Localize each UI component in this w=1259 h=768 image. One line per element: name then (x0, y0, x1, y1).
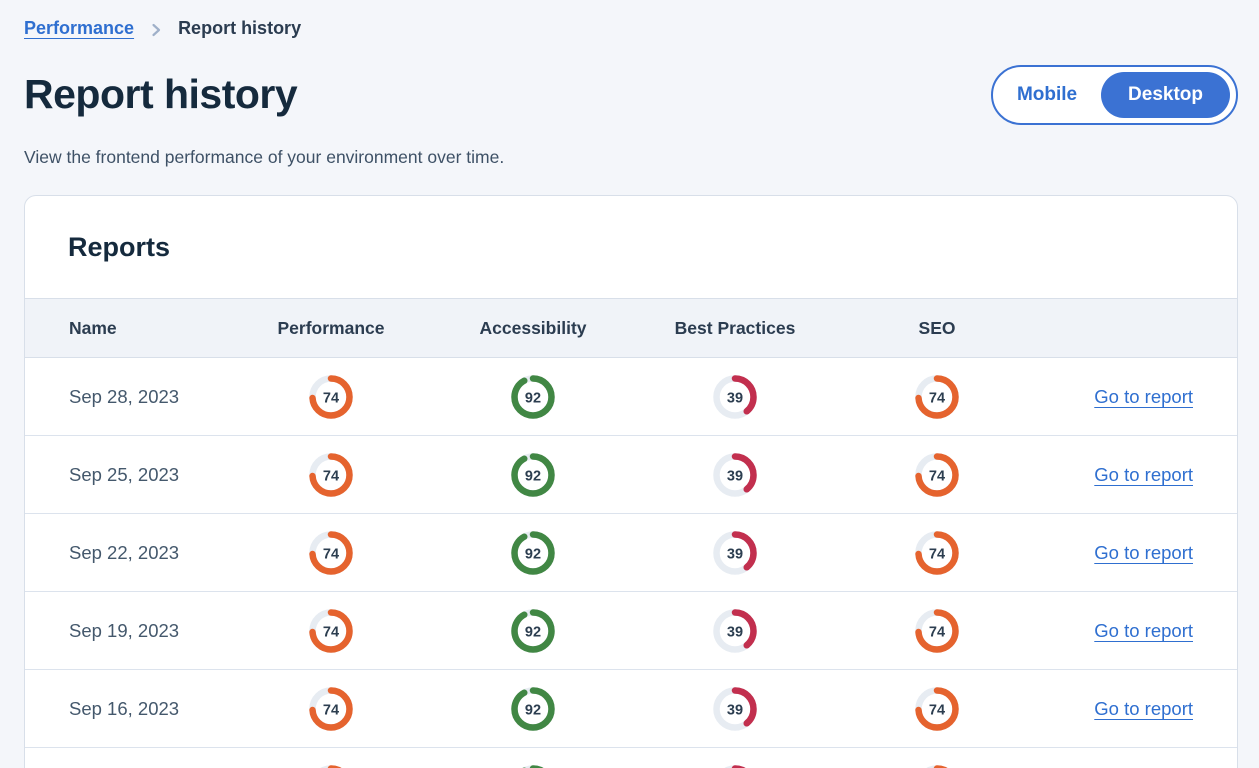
svg-text:39: 39 (727, 546, 743, 562)
table-row: 74 92 39 74 (25, 748, 1237, 768)
go-to-report-link[interactable]: Go to report (1094, 463, 1193, 485)
score-gauge-best-practices: 39 (634, 686, 836, 731)
score-ring-icon: 92 (511, 686, 555, 731)
score-gauge-seo: 74 (836, 608, 1038, 653)
score-gauge-best-practices: 39 (634, 374, 836, 419)
svg-text:74: 74 (929, 624, 945, 640)
score-gauge-performance: 74 (230, 452, 432, 497)
table-header: Name Performance Accessibility Best Prac… (25, 298, 1237, 358)
table-row: Sep 25, 2023 74 92 39 74 Go to report (25, 436, 1237, 514)
svg-text:74: 74 (929, 468, 945, 484)
score-gauge-accessibility: 92 (432, 608, 634, 653)
page-title: Report history (24, 71, 298, 118)
table-row: Sep 19, 2023 74 92 39 74 Go to report (25, 592, 1237, 670)
reports-table-body: Sep 28, 2023 74 92 39 74 Go to report Se… (25, 358, 1237, 768)
svg-text:39: 39 (727, 624, 743, 640)
column-header-name: Name (69, 317, 117, 338)
column-header-accessibility: Accessibility (479, 317, 587, 338)
score-ring-icon: 74 (915, 608, 959, 653)
title-row: Report history Mobile Desktop (24, 65, 1238, 125)
toggle-option-mobile[interactable]: Mobile (1016, 84, 1078, 105)
column-header-best-practices: Best Practices (674, 317, 796, 338)
reports-card: Reports Name Performance Accessibility B… (24, 195, 1238, 768)
report-date: Sep 28, 2023 (69, 385, 180, 407)
svg-text:92: 92 (525, 390, 541, 406)
score-gauge-performance: 74 (230, 608, 432, 653)
breadcrumb: Performance Report history (24, 18, 1238, 39)
report-date: Sep 16, 2023 (69, 697, 180, 719)
reports-card-title: Reports (68, 232, 171, 262)
score-ring-icon: 74 (915, 530, 959, 575)
page-subtitle: View the frontend performance of your en… (24, 147, 505, 167)
score-ring-icon: 74 (309, 686, 353, 731)
svg-text:74: 74 (323, 468, 339, 484)
score-gauge-accessibility: 92 (432, 452, 634, 497)
score-gauge-accessibility: 92 (432, 374, 634, 419)
score-gauge-accessibility: 92 (432, 530, 634, 575)
go-to-report-link[interactable]: Go to report (1094, 697, 1193, 719)
device-toggle: Mobile Desktop (991, 65, 1238, 125)
report-date: Sep 22, 2023 (69, 541, 180, 563)
score-ring-icon: 74 (915, 374, 959, 419)
score-gauge-accessibility: 92 (432, 686, 634, 731)
svg-text:92: 92 (525, 546, 541, 562)
table-row: Sep 22, 2023 74 92 39 74 Go to report (25, 514, 1237, 592)
score-gauge-seo: 74 (836, 374, 1038, 419)
svg-text:39: 39 (727, 390, 743, 406)
report-date: Sep 19, 2023 (69, 619, 180, 641)
score-gauge-best-practices: 39 (634, 530, 836, 575)
score-ring-icon: 39 (713, 452, 757, 497)
score-ring-icon: 39 (713, 686, 757, 731)
svg-text:74: 74 (323, 390, 339, 406)
svg-text:74: 74 (929, 546, 945, 562)
svg-text:74: 74 (323, 702, 339, 718)
score-ring-icon: 74 (309, 452, 353, 497)
table-row: Sep 28, 2023 74 92 39 74 Go to report (25, 358, 1237, 436)
breadcrumb-current: Report history (178, 18, 302, 38)
breadcrumb-link-performance[interactable]: Performance (24, 18, 135, 38)
report-date: Sep 25, 2023 (69, 463, 180, 485)
score-gauge-seo: 74 (836, 686, 1038, 731)
svg-text:39: 39 (727, 702, 743, 718)
chevron-right-icon (148, 22, 164, 38)
column-header-performance: Performance (277, 317, 385, 338)
score-ring-icon: 39 (713, 374, 757, 419)
score-ring-icon: 39 (713, 530, 757, 575)
score-ring-icon: 92 (511, 374, 555, 419)
svg-text:74: 74 (929, 390, 945, 406)
score-ring-icon: 92 (511, 530, 555, 575)
go-to-report-link[interactable]: Go to report (1094, 541, 1193, 563)
svg-text:74: 74 (929, 702, 945, 718)
svg-text:92: 92 (525, 624, 541, 640)
toggle-option-desktop[interactable]: Desktop (1101, 72, 1230, 118)
score-ring-icon: 74 (309, 608, 353, 653)
score-gauge-seo: 74 (836, 452, 1038, 497)
score-gauge-performance: 74 (230, 530, 432, 575)
score-ring-icon: 74 (915, 686, 959, 731)
svg-text:74: 74 (323, 624, 339, 640)
score-ring-icon: 74 (309, 530, 353, 575)
score-ring-icon: 92 (511, 608, 555, 653)
score-gauge-performance: 74 (230, 374, 432, 419)
score-gauge-best-practices: 39 (634, 452, 836, 497)
svg-text:74: 74 (323, 546, 339, 562)
table-row: Sep 16, 2023 74 92 39 74 Go to report (25, 670, 1237, 748)
svg-text:39: 39 (727, 468, 743, 484)
column-header-seo: SEO (918, 317, 956, 338)
svg-text:92: 92 (525, 702, 541, 718)
score-gauge-best-practices: 39 (634, 608, 836, 653)
svg-text:92: 92 (525, 468, 541, 484)
score-ring-icon: 92 (511, 452, 555, 497)
score-gauge-seo: 74 (836, 530, 1038, 575)
score-ring-icon: 74 (915, 452, 959, 497)
go-to-report-link[interactable]: Go to report (1094, 619, 1193, 641)
score-ring-icon: 39 (713, 608, 757, 653)
go-to-report-link[interactable]: Go to report (1094, 385, 1193, 407)
score-gauge-performance: 74 (230, 686, 432, 731)
score-ring-icon: 74 (309, 374, 353, 419)
